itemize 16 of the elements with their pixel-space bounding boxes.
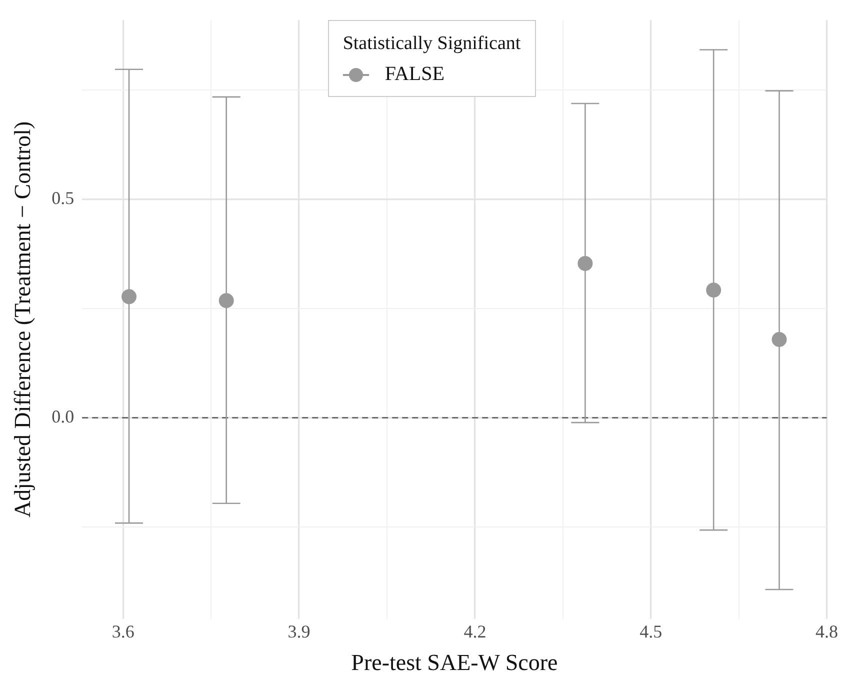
x-tick-label: 4.5 — [640, 621, 662, 642]
point — [706, 282, 722, 298]
x-tick-label: 3.6 — [112, 621, 134, 642]
x-tick-label: 4.8 — [816, 621, 838, 642]
y-tick-label: 0.0 — [52, 406, 74, 426]
legend-label: FALSE — [384, 63, 444, 86]
point — [218, 293, 234, 308]
legend-title: Statistically Significant — [342, 33, 521, 55]
point — [122, 289, 137, 304]
x-tick-label: 4.2 — [464, 621, 486, 642]
x-tick-label: 3.9 — [288, 621, 310, 642]
y-tick-label: 0.5 — [52, 188, 74, 208]
point — [772, 332, 787, 348]
y-axis-title: Adjusted Difference (Treatment − Control) — [10, 121, 35, 518]
x-axis-title: Pre-test SAE-W Score — [351, 650, 558, 676]
point — [578, 256, 593, 271]
